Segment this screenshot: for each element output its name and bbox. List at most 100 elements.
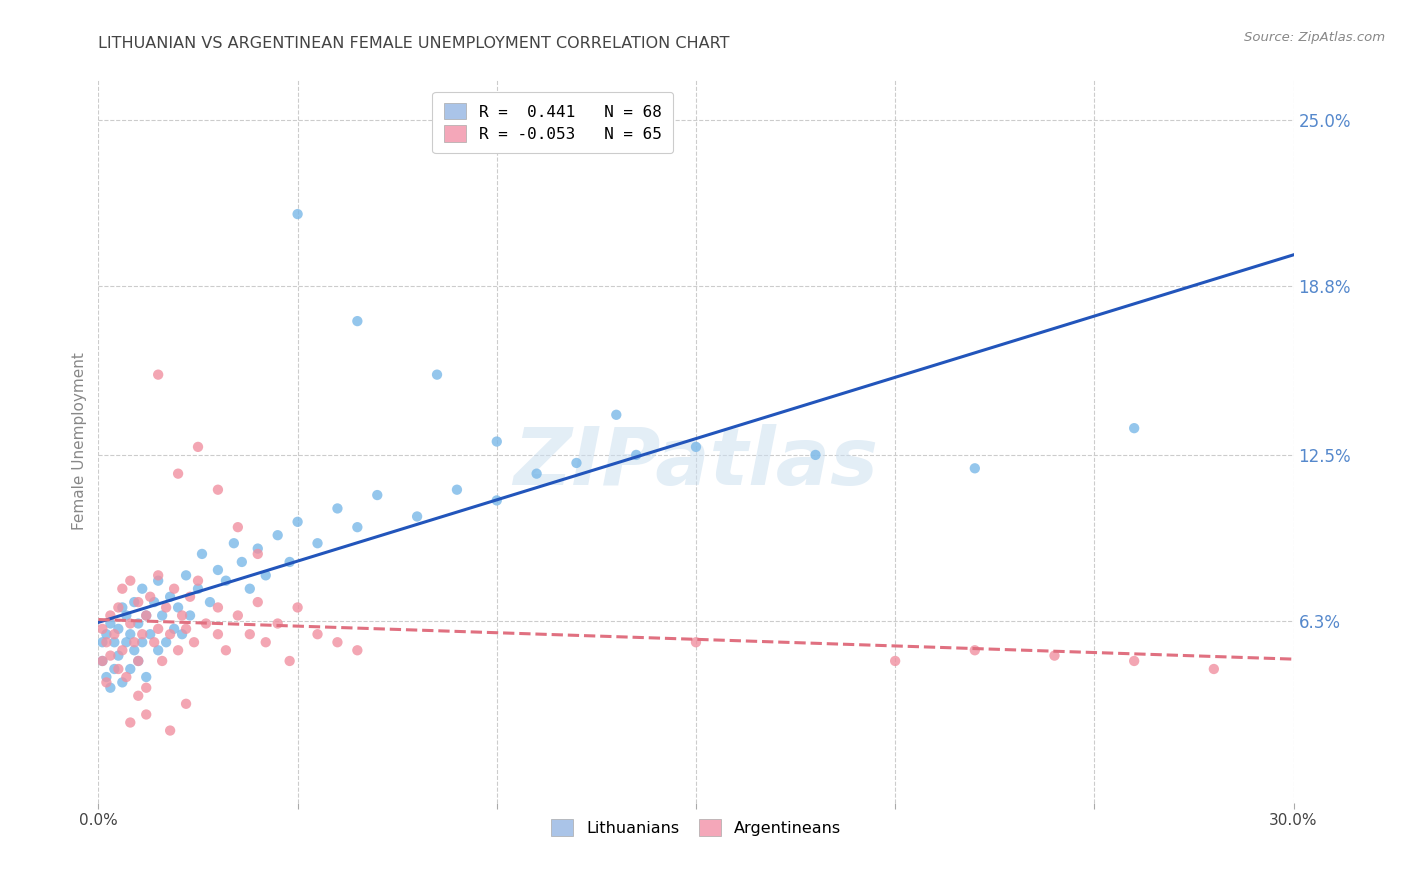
Point [111, 675, 134, 690]
Point [187, 582, 209, 596]
Point [107, 600, 129, 615]
Point [884, 654, 907, 668]
Point [685, 440, 707, 454]
Point [174, 622, 197, 636]
Point [254, 568, 277, 582]
Point [167, 467, 190, 481]
Point [605, 408, 627, 422]
Point [239, 627, 262, 641]
Y-axis label: Female Unemployment: Female Unemployment [72, 352, 87, 531]
Point [131, 635, 153, 649]
Point [426, 368, 449, 382]
Point [135, 681, 157, 695]
Point [287, 600, 309, 615]
Point [98, 616, 122, 631]
Point [96, 635, 118, 649]
Point [120, 715, 142, 730]
Point [135, 707, 157, 722]
Point [115, 670, 138, 684]
Point [246, 541, 269, 556]
Point [207, 600, 229, 615]
Point [183, 635, 205, 649]
Point [172, 627, 194, 641]
Point [139, 627, 162, 641]
Point [174, 568, 197, 582]
Point [526, 467, 548, 481]
Point [366, 488, 388, 502]
Point [1043, 648, 1066, 663]
Point [127, 595, 149, 609]
Point [179, 590, 201, 604]
Point [111, 643, 134, 657]
Point [111, 600, 134, 615]
Point [1123, 654, 1146, 668]
Point [963, 643, 986, 657]
Point [215, 643, 238, 657]
Point [179, 608, 201, 623]
Point [135, 670, 157, 684]
Point [103, 662, 125, 676]
Point [1202, 662, 1225, 676]
Point [215, 574, 238, 588]
Text: Source: ZipAtlas.com: Source: ZipAtlas.com [1244, 31, 1385, 45]
Point [159, 590, 181, 604]
Point [124, 635, 146, 649]
Point [124, 595, 146, 609]
Point [191, 547, 214, 561]
Text: ZIPatlas: ZIPatlas [513, 425, 879, 502]
Point [91, 622, 114, 636]
Point [565, 456, 588, 470]
Point [98, 608, 122, 623]
Legend: Lithuanians, Argentineans: Lithuanians, Argentineans [541, 810, 851, 846]
Point [150, 654, 173, 668]
Point [135, 608, 157, 623]
Point [131, 582, 153, 596]
Point [96, 627, 118, 641]
Point [685, 635, 707, 649]
Point [159, 723, 181, 738]
Point [963, 461, 986, 475]
Point [115, 608, 138, 623]
Point [103, 635, 125, 649]
Point [446, 483, 468, 497]
Point [96, 670, 118, 684]
Point [143, 635, 166, 649]
Point [148, 643, 170, 657]
Point [131, 627, 153, 641]
Point [155, 635, 177, 649]
Point [346, 314, 368, 328]
Point [103, 627, 125, 641]
Point [198, 595, 221, 609]
Point [127, 654, 149, 668]
Point [148, 622, 170, 636]
Point [159, 627, 181, 641]
Point [163, 582, 186, 596]
Point [127, 654, 149, 668]
Point [226, 520, 249, 534]
Point [804, 448, 827, 462]
Point [346, 643, 368, 657]
Point [187, 574, 209, 588]
Point [267, 528, 290, 542]
Point [120, 627, 142, 641]
Text: LITHUANIAN VS ARGENTINEAN FEMALE UNEMPLOYMENT CORRELATION CHART: LITHUANIAN VS ARGENTINEAN FEMALE UNEMPLO… [98, 36, 730, 51]
Point [96, 675, 118, 690]
Point [111, 582, 134, 596]
Point [91, 654, 114, 668]
Point [626, 448, 648, 462]
Point [326, 501, 349, 516]
Point [278, 555, 301, 569]
Point [150, 608, 173, 623]
Point [91, 654, 114, 668]
Point [287, 515, 309, 529]
Point [120, 662, 142, 676]
Point [246, 595, 269, 609]
Point [91, 635, 114, 649]
Point [267, 616, 290, 631]
Point [307, 536, 329, 550]
Point [174, 697, 197, 711]
Point [239, 582, 262, 596]
Point [287, 207, 309, 221]
Point [307, 627, 329, 641]
Point [326, 635, 349, 649]
